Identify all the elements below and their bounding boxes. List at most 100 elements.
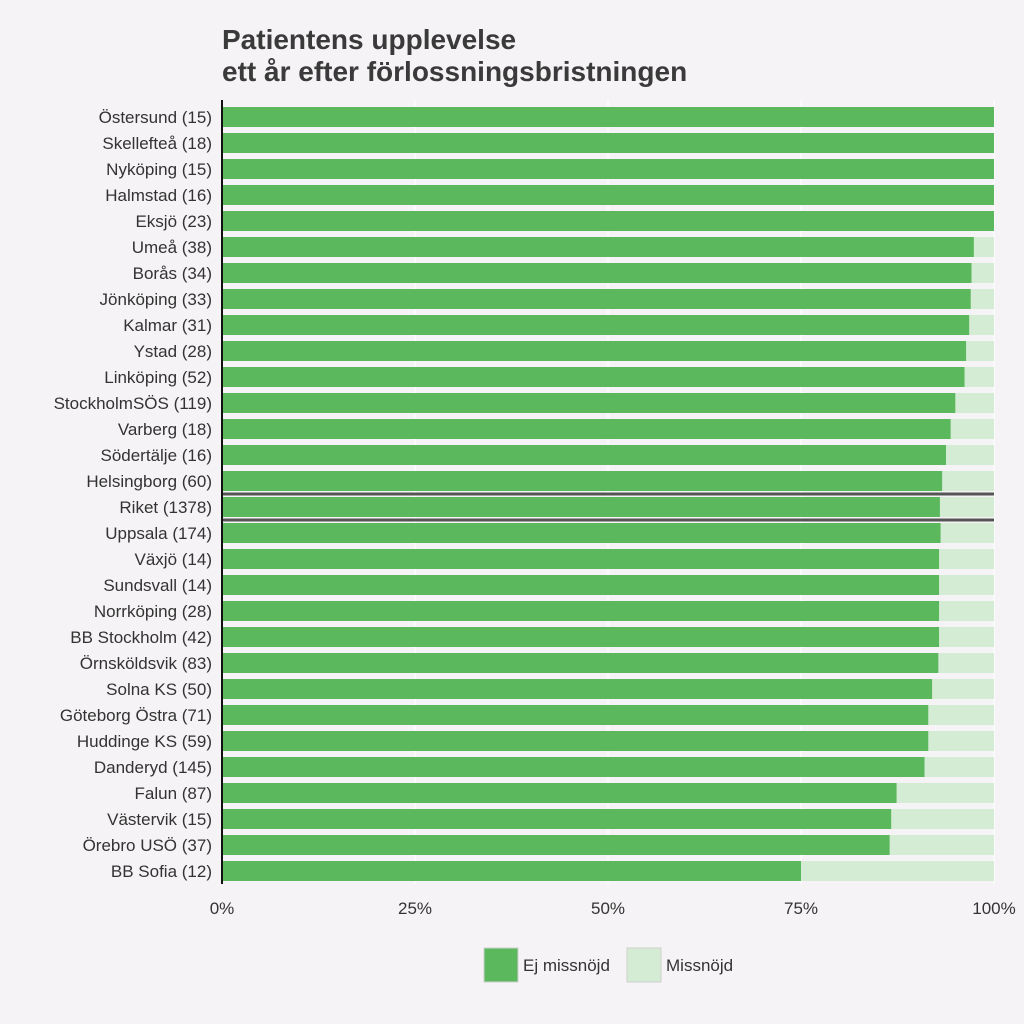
category-label-danderyd-145: Danderyd (145) <box>94 758 212 777</box>
bar-ej-missnojd-vaxjo-14 <box>222 549 940 569</box>
legend-swatch-ej-missnojd <box>483 947 519 983</box>
bar-missnojd-bb-stockholm-42 <box>939 627 994 647</box>
category-label-orebro-uso-37: Örebro USÖ (37) <box>83 836 212 855</box>
bar-missnojd-orebro-uso-37 <box>889 835 994 855</box>
category-label-ostersund-15: Östersund (15) <box>99 108 212 127</box>
bar-missnojd-danderyd-145 <box>924 757 994 777</box>
category-label-huddinge-ks-59: Huddinge KS (59) <box>77 732 212 751</box>
bar-missnojd-vaxjo-14 <box>939 549 994 569</box>
bar-missnojd-falun-87 <box>896 783 994 803</box>
category-label-halmstad-16: Halmstad (16) <box>105 186 212 205</box>
highlight-lines <box>222 492 994 522</box>
legend-label-ej-missnojd: Ej missnöjd <box>523 956 610 975</box>
x-tick-label-4: 100% <box>972 899 1015 918</box>
category-label-eksjo-23: Eksjö (23) <box>135 212 212 231</box>
bar-ej-missnojd-varberg-18 <box>222 419 951 439</box>
category-label-boras-34: Borås (34) <box>133 264 212 283</box>
bar-missnojd-ystad-28 <box>966 341 994 361</box>
bar-ej-missnojd-umea-38 <box>222 237 974 257</box>
bar-ej-missnojd-riket-1378 <box>222 497 940 517</box>
bar-ej-missnojd-jonkoping-33 <box>222 289 971 309</box>
bar-ej-missnojd-eksjo-23 <box>222 211 994 231</box>
bar-ej-missnojd-orebro-uso-37 <box>222 835 890 855</box>
category-label-varberg-18: Varberg (18) <box>118 420 212 439</box>
bar-ej-missnojd-bb-sofia-12 <box>222 861 801 881</box>
category-label-jonkoping-33: Jönköping (33) <box>100 290 212 309</box>
x-tick-label-3: 75% <box>784 899 818 918</box>
bar-ej-missnojd-halmstad-16 <box>222 185 994 205</box>
bar-missnojd-uppsala-174 <box>940 523 994 543</box>
category-label-falun-87: Falun (87) <box>135 784 212 803</box>
category-label-linkoping-52: Linköping (52) <box>104 368 212 387</box>
category-label-bb-stockholm-42: BB Stockholm (42) <box>70 628 212 647</box>
bar-ej-missnojd-goteborg-ostra-71 <box>222 705 929 725</box>
bar-missnojd-bb-sofia-12 <box>801 861 994 881</box>
bar-ej-missnojd-sundsvall-14 <box>222 575 940 595</box>
category-label-vaxjo-14: Växjö (14) <box>135 550 212 569</box>
category-label-vastervik-15: Västervik (15) <box>107 810 212 829</box>
bar-missnojd-ornskoldsvik-83 <box>938 653 994 673</box>
bar-missnojd-boras-34 <box>971 263 994 283</box>
category-label-solna-ks-50: Solna KS (50) <box>106 680 212 699</box>
category-label-sundsvall-14: Sundsvall (14) <box>103 576 212 595</box>
bar-missnojd-kalmar-31 <box>969 315 994 335</box>
bar-missnojd-stockholmsos-119 <box>955 393 994 413</box>
bar-ej-missnojd-solna-ks-50 <box>222 679 933 699</box>
category-label-helsingborg-60: Helsingborg (60) <box>86 472 212 491</box>
bar-missnojd-varberg-18 <box>950 419 994 439</box>
bar-ej-missnojd-stockholmsos-119 <box>222 393 956 413</box>
bars <box>222 107 994 881</box>
category-label-uppsala-174: Uppsala (174) <box>105 524 212 543</box>
category-label-nykoping-15: Nyköping (15) <box>106 160 212 179</box>
category-label-sodertalje-16: Södertälje (16) <box>100 446 212 465</box>
legend-swatch-missnojd <box>626 947 662 983</box>
bar-missnojd-solna-ks-50 <box>932 679 994 699</box>
bar-ej-missnojd-ornskoldsvik-83 <box>222 653 939 673</box>
chart-title-line-2: ett år efter förlossningsbristningen <box>222 56 688 87</box>
bar-missnojd-sodertalje-16 <box>946 445 994 465</box>
category-labels: Östersund (15) Skellefteå (18) Nyköping (1… <box>54 108 212 881</box>
bar-missnojd-umea-38 <box>973 237 994 257</box>
bar-ej-missnojd-norrkoping-28 <box>222 601 940 621</box>
bar-ej-missnojd-skelleftea-18 <box>222 133 994 153</box>
legend-label-missnojd: Missnöjd <box>666 956 733 975</box>
category-label-goteborg-ostra-71: Göteborg Östra (71) <box>60 706 212 725</box>
chart-title-line-1: Patientens upplevelse <box>222 24 517 55</box>
bar-ej-missnojd-kalmar-31 <box>222 315 970 335</box>
bar-ej-missnojd-ystad-28 <box>222 341 967 361</box>
legend: Ej missnöjd Missnöjd <box>483 947 733 983</box>
bar-missnojd-sundsvall-14 <box>939 575 994 595</box>
category-label-bb-sofia-12: BB Sofia (12) <box>111 862 212 881</box>
category-label-norrkoping-28: Norrköping (28) <box>94 602 212 621</box>
bar-missnojd-jonkoping-33 <box>970 289 994 309</box>
bar-missnojd-riket-1378 <box>939 497 994 517</box>
x-tick-label-2: 50% <box>591 899 625 918</box>
bar-ej-missnojd-falun-87 <box>222 783 897 803</box>
category-label-stockholmsos-119: StockholmSÖS (119) <box>54 394 212 413</box>
bar-missnojd-huddinge-ks-59 <box>928 731 994 751</box>
bar-missnojd-vastervik-15 <box>891 809 994 829</box>
bar-ej-missnojd-boras-34 <box>222 263 972 283</box>
bar-ej-missnojd-sodertalje-16 <box>222 445 947 465</box>
bar-ej-missnojd-bb-stockholm-42 <box>222 627 940 647</box>
bar-ej-missnojd-huddinge-ks-59 <box>222 731 929 751</box>
x-tick-labels: 0% 25% 50% 75% 100% <box>210 899 1016 918</box>
bar-ej-missnojd-vastervik-15 <box>222 809 892 829</box>
bar-missnojd-helsingborg-60 <box>942 471 994 491</box>
bar-ej-missnojd-ostersund-15 <box>222 107 994 127</box>
category-label-kalmar-31: Kalmar (31) <box>123 316 212 335</box>
bar-ej-missnojd-nykoping-15 <box>222 159 994 179</box>
category-label-ystad-28: Ystad (28) <box>134 342 212 361</box>
bar-missnojd-norrkoping-28 <box>939 601 994 621</box>
category-label-ornskoldsvik-83: Örnsköldsvik (83) <box>80 654 212 673</box>
category-label-riket-1378: Riket (1378) <box>119 498 212 517</box>
category-label-umea-38: Umeå (38) <box>132 238 212 257</box>
x-tick-label-0: 0% <box>210 899 235 918</box>
bar-missnojd-linkoping-52 <box>964 367 994 387</box>
bar-missnojd-goteborg-ostra-71 <box>928 705 994 725</box>
chart-title: Patientens upplevelse ett år efter förlo… <box>222 24 687 88</box>
x-tick-label-1: 25% <box>398 899 432 918</box>
bar-ej-missnojd-danderyd-145 <box>222 757 925 777</box>
bar-ej-missnojd-linkoping-52 <box>222 367 965 387</box>
